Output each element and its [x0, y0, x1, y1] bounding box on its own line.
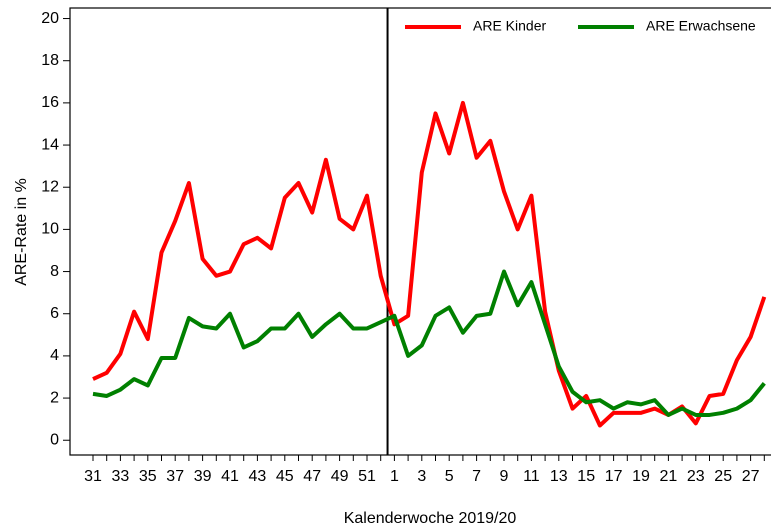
x-tick-label: 17: [605, 468, 623, 485]
y-tick-label: 20: [41, 10, 59, 27]
y-tick-label: 18: [41, 52, 59, 69]
x-tick-label: 27: [742, 468, 760, 485]
series-line: [92, 269, 766, 417]
x-tick-label: 35: [139, 468, 157, 485]
x-tick-label: 41: [221, 468, 239, 485]
x-tick-label: 13: [550, 468, 568, 485]
y-tick-label: 8: [50, 263, 59, 280]
x-tick-label: 43: [249, 468, 267, 485]
y-tick-label: 16: [41, 94, 59, 111]
x-tick-label: 37: [166, 468, 184, 485]
x-tick-label: 19: [632, 468, 650, 485]
x-tick-label: 31: [84, 468, 102, 485]
x-tick-label: 51: [358, 468, 376, 485]
x-tick-label: 21: [660, 468, 678, 485]
x-tick-label: 5: [445, 468, 454, 485]
y-tick-label: 4: [50, 347, 59, 364]
y-tick-label: 12: [41, 178, 59, 195]
x-tick-label: 49: [331, 468, 349, 485]
y-tick-label: 0: [50, 431, 59, 448]
y-tick-label: 14: [41, 136, 59, 153]
legend-label: ARE Erwachsene: [646, 18, 756, 34]
x-tick-label: 23: [687, 468, 705, 485]
x-tick-label: 1: [390, 468, 399, 485]
x-tick-label: 3: [417, 468, 426, 485]
x-axis-title: Kalenderwoche 2019/20: [344, 510, 517, 527]
x-tick-label: 33: [112, 468, 130, 485]
x-tick-label: 47: [303, 468, 321, 485]
series-line: [92, 100, 767, 428]
x-tick-label: 7: [472, 468, 481, 485]
x-tick-label: 45: [276, 468, 294, 485]
plot-frame: [69, 7, 771, 456]
x-tick-label: 15: [577, 468, 595, 485]
y-tick-label: 2: [50, 389, 59, 406]
y-tick-label: 10: [41, 221, 59, 238]
legend-label: ARE Kinder: [473, 18, 546, 34]
x-tick-label: 11: [523, 468, 540, 485]
y-axis-title: ARE-Rate in %: [13, 178, 30, 286]
x-tick-label: 25: [714, 468, 732, 485]
x-tick-label: 39: [194, 468, 212, 485]
x-tick-label: 9: [500, 468, 509, 485]
y-tick-label: 6: [50, 305, 59, 322]
